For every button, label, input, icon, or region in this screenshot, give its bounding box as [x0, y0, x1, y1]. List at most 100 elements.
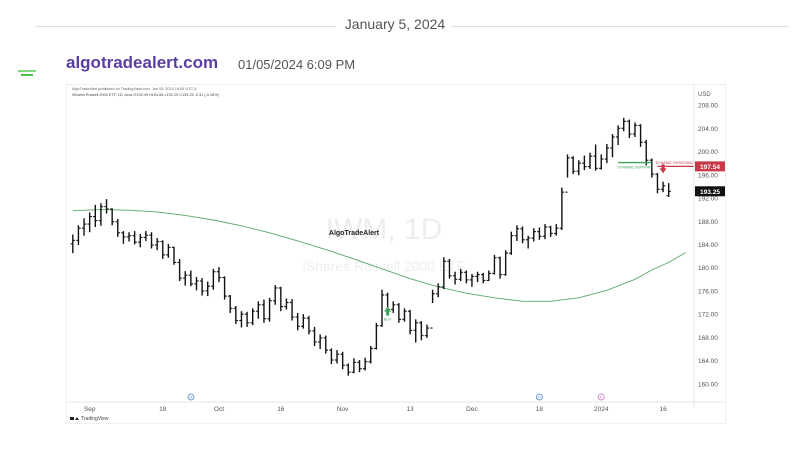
ohlc-bar [379, 289, 385, 327]
x-tick-label: Oct [214, 406, 224, 413]
ohlc-bar [76, 225, 81, 245]
ohlc-bar [430, 289, 435, 329]
ohlc-bar [256, 301, 261, 319]
dividend-marker-label: D [190, 396, 193, 400]
ohlc-bar [70, 234, 76, 254]
divider-right [452, 26, 788, 27]
ohlc-bar [475, 271, 480, 283]
ohlc-bar [312, 326, 317, 347]
ohlc-bar [424, 324, 430, 338]
ohlc-bar [655, 172, 660, 194]
ohlc-bar [638, 124, 643, 147]
x-tick-label: 18 [159, 406, 167, 413]
moving-average-group [72, 209, 686, 302]
post-timestamp: 01/05/2024 6:09 PM [238, 57, 356, 72]
ohlc-bar [143, 231, 149, 241]
y-tick-label: 176.00 [698, 288, 718, 295]
ohlc-bar [166, 243, 171, 258]
dividend-marker: D [187, 393, 195, 401]
currency-label: USD [698, 92, 711, 98]
ohlc-bar [267, 297, 272, 322]
ohlc-bar [621, 117, 626, 132]
x-tick-label: 16 [659, 406, 667, 413]
divider-left [36, 26, 336, 27]
y-tick-label: 184.00 [698, 242, 718, 249]
avatar[interactable] [12, 64, 42, 82]
ohlc-bar [334, 350, 340, 364]
y-tick-label: 160.00 [698, 381, 718, 388]
ohlc-bar [205, 281, 210, 297]
y-tick-label: 196.00 [698, 172, 718, 179]
sell-arrow [659, 164, 667, 174]
dynamic-support-label: DYNAMIC SUPPORT [618, 166, 654, 170]
ohlc-bar [570, 156, 576, 175]
ohlc-bar [374, 322, 379, 350]
y-tick-label: 208.00 [698, 103, 718, 110]
ohlc-bar [486, 270, 492, 282]
earnings-marker: E [597, 393, 605, 401]
ohlc-bar [537, 227, 542, 240]
ohlc-bar [559, 187, 565, 230]
chart-author-label: AlgoTradeAlert [329, 230, 380, 237]
y-tick-label: 192.00 [698, 196, 718, 203]
ohlc-bar [565, 154, 570, 193]
ohlc-bar [81, 218, 87, 236]
buy-arrow [384, 306, 392, 316]
ohlc-bar [548, 225, 553, 237]
ohlc-bar [407, 310, 413, 335]
ohlc-bar [531, 228, 536, 242]
ohlc-bar [98, 203, 104, 226]
ohlc-bar [509, 231, 514, 255]
ohlc-bar [149, 232, 154, 249]
ohlc-bar [402, 308, 407, 322]
ohlc-bar [188, 270, 194, 287]
ohlc-bar [587, 152, 593, 169]
ohlc-bar [419, 321, 424, 341]
x-tick-label: Nov [337, 406, 349, 413]
ohlc-bar [244, 311, 250, 327]
ohlc-bar [278, 286, 284, 312]
ohlc-bar [469, 274, 475, 287]
ohlc-bar [306, 315, 312, 335]
y-tick-label: 200.00 [698, 149, 718, 156]
y-tick-label: 172.00 [698, 312, 718, 319]
ohlc-bar [289, 299, 295, 321]
x-tick-label: Sep [84, 406, 96, 413]
x-tick-label: 18 [536, 406, 544, 413]
ohlc-bar [615, 125, 621, 146]
x-tick-label: 2024 [594, 406, 609, 413]
ohlc-bar [660, 181, 666, 193]
ohlc-bar [199, 278, 205, 296]
ohlc-bar [503, 250, 508, 276]
ohlc-bar [132, 231, 137, 245]
tv-logo-text: TradingView [81, 416, 109, 422]
ohlc-bar [604, 143, 610, 164]
ohlc-bar [582, 155, 587, 171]
chart-image: AlgoTradeAlert published on TradingView.… [66, 84, 726, 424]
date-header-label: January 5, 2024 [344, 16, 446, 32]
post-author-link[interactable]: algotradealert.com [66, 53, 219, 72]
ohlc-bar [525, 235, 531, 249]
ohlc-bar [171, 246, 177, 265]
x-tick-label: 16 [277, 406, 285, 413]
watermark-name: iShares Russell 2000 ETF [303, 258, 466, 274]
last-price-tag [695, 186, 725, 197]
ohlc-bar [329, 348, 334, 365]
y-tick-label: 168.00 [698, 335, 718, 342]
ohlc-bar [514, 225, 520, 241]
ohlc-bar [211, 268, 216, 290]
ohlc-bar [250, 308, 255, 326]
y-tick-label: 204.00 [698, 126, 718, 133]
dynamic-resistance-label: DYNAMIC RESISTANCE [656, 161, 697, 165]
ohlc-bar [160, 240, 165, 259]
ohlc-bar [632, 122, 638, 137]
ohlc-bar [126, 232, 132, 242]
ohlc-bar [396, 303, 402, 323]
ohlc-bar [323, 335, 328, 354]
ohlc-bar [441, 257, 447, 290]
ohlc-bar [284, 298, 289, 310]
ohlc-bar [233, 305, 239, 324]
ohlc-bar [138, 233, 143, 248]
ohlc-bar [109, 208, 115, 226]
ohlc-bar [480, 272, 486, 284]
